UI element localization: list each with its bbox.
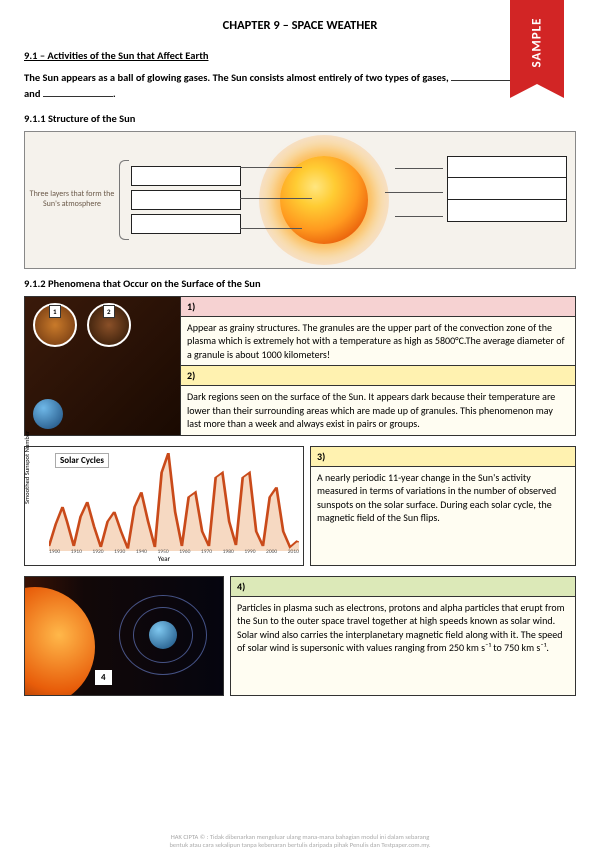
- sun-structure-panel: Three layers that form the Sun's atmosph…: [24, 131, 576, 269]
- intro-paragraph: The Sun appears as a ball of glowing gas…: [24, 70, 576, 102]
- interior-layer-labels: [447, 156, 567, 222]
- phen3-body: A nearly periodic 11-year change in the …: [311, 467, 575, 565]
- atmosphere-caption: Three layers that form the Sun's atmosph…: [29, 190, 119, 209]
- wind-tag: 4: [95, 670, 112, 685]
- chart-x-label: Year: [158, 554, 170, 563]
- phen3-box: 3) A nearly periodic 11-year change in t…: [310, 446, 576, 566]
- interior-box-3[interactable]: [447, 200, 567, 222]
- phen3-header: 3): [311, 447, 575, 467]
- phen2-body: Dark regions seen on the surface of the …: [181, 386, 575, 435]
- layer-box-2[interactable]: [131, 190, 241, 210]
- sub-9-1-2: 9.1.2 Phenomena that Occur on the Surfac…: [24, 277, 576, 290]
- sun-diagram: [249, 135, 399, 265]
- granules-sunspots-image: 1 2: [25, 297, 181, 435]
- atmosphere-layer-labels: [131, 166, 241, 234]
- interior-box-2[interactable]: [447, 178, 567, 200]
- phen1-body: Appear as grainy structures. The granule…: [181, 317, 575, 367]
- interior-box-1[interactable]: [447, 156, 567, 178]
- blank-gas-2[interactable]: [43, 87, 113, 97]
- section-9-1-title: 9.1 – Activities of the Sun that Affect …: [24, 49, 576, 62]
- copyright-footer: HAK CIPTA © : Tidak dibenarkan mengeluar…: [0, 834, 600, 850]
- phen1-header: 1): [181, 297, 575, 317]
- solar-wind-image: 4: [24, 576, 224, 696]
- sub-9-1-1: 9.1.1 Structure of the Sun: [24, 112, 576, 125]
- layer-box-1[interactable]: [131, 166, 241, 186]
- phen4-box: 4) Particles in plasma such as electrons…: [230, 576, 576, 696]
- phenomena-table-1-2: 1 2 1) Appear as grainy structures. The …: [24, 296, 576, 436]
- layer-box-3[interactable]: [131, 214, 241, 234]
- phen4-body: Particles in plasma such as electrons, p…: [231, 597, 575, 695]
- chart-title: Solar Cycles: [55, 453, 109, 468]
- sample-ribbon: SAMPLE: [510, 0, 564, 84]
- chart-y-label: Smoothed Sunspot Number: [23, 430, 31, 503]
- chapter-title: CHAPTER 9 – SPACE WEATHER: [24, 18, 576, 33]
- phen4-header: 4): [231, 577, 575, 597]
- brace-icon: [119, 160, 129, 240]
- phen2-header: 2): [181, 366, 575, 386]
- solar-cycles-chart: Solar Cycles Smoothed Sunspot Number 190…: [24, 446, 304, 566]
